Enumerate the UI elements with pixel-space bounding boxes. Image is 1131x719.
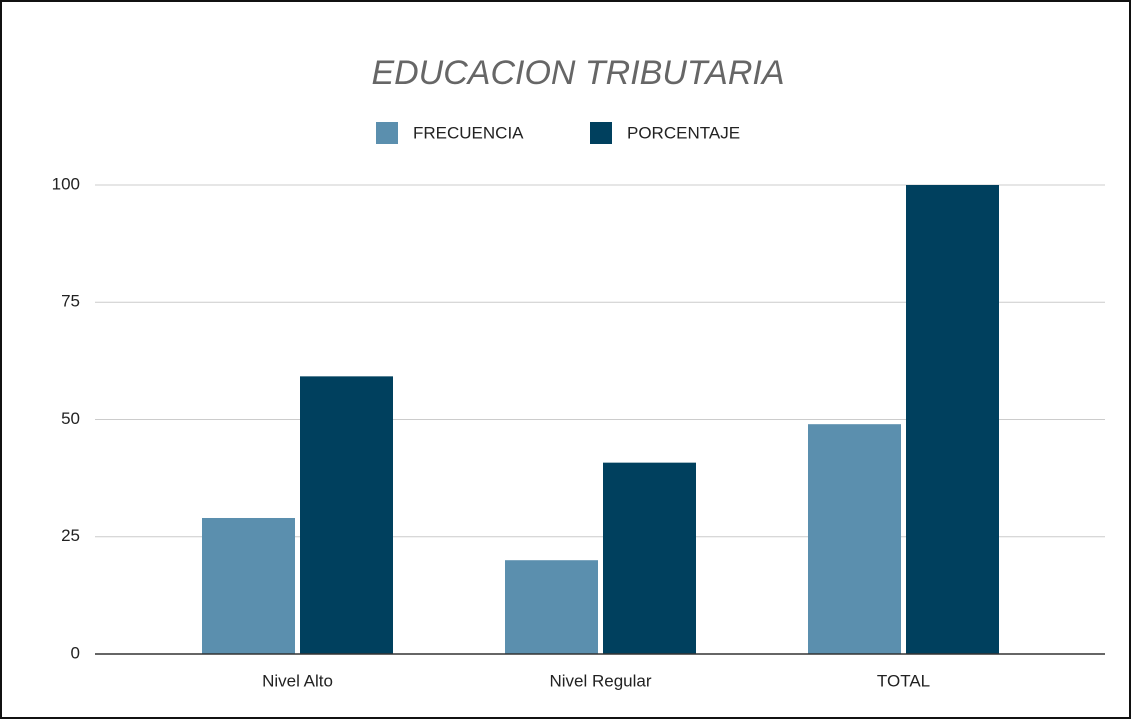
x-tick-label: Nivel Regular	[549, 671, 651, 690]
legend-label: FRECUENCIA	[413, 123, 524, 142]
legend-label: PORCENTAJE	[627, 123, 740, 142]
y-tick-label: 0	[71, 643, 80, 662]
legend-swatch	[376, 122, 398, 144]
bar	[505, 560, 598, 654]
bar	[603, 462, 696, 654]
x-tick-label: TOTAL	[877, 671, 930, 690]
y-tick-label: 100	[52, 174, 80, 193]
bar	[808, 424, 901, 654]
y-tick-label: 50	[61, 409, 80, 428]
y-tick-label: 75	[61, 292, 80, 311]
bar	[300, 376, 393, 654]
legend-swatch	[590, 122, 612, 144]
x-tick-label: Nivel Alto	[262, 671, 333, 690]
y-tick-label: 25	[61, 526, 80, 545]
bar	[906, 185, 999, 654]
chart-title: EDUCACION TRIBUTARIA	[371, 54, 784, 92]
bar	[202, 517, 295, 654]
